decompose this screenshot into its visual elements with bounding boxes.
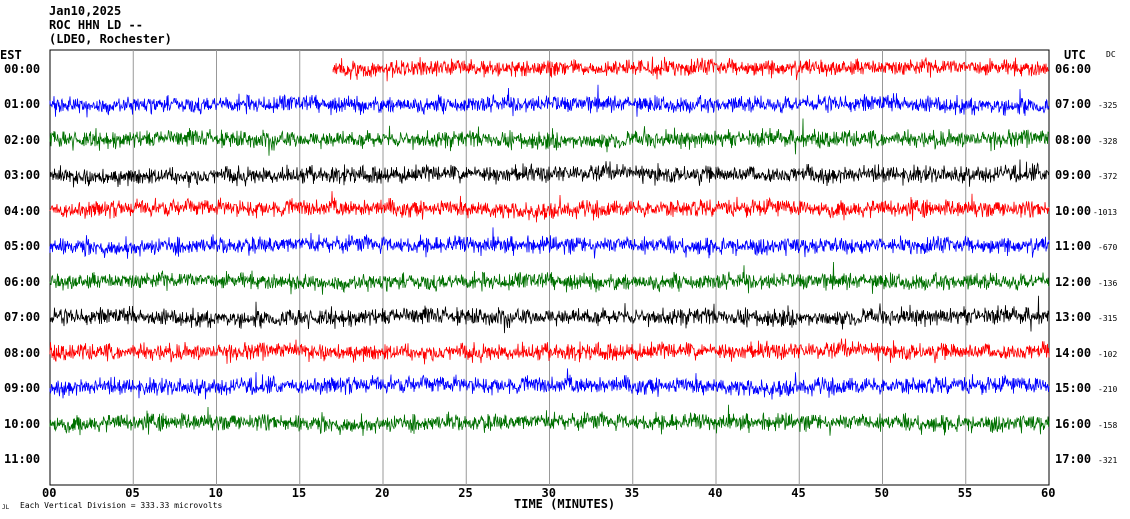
est-hour-label: 05:00 [4, 239, 41, 254]
utc-hour-label: 15:00 [1055, 381, 1092, 396]
dc-offset-value: -670 [1098, 243, 1118, 253]
utc-hour-label: 17:00 [1055, 451, 1092, 466]
utc-hour-label: 08:00 [1055, 132, 1092, 147]
dc-offset-value: -315 [1098, 314, 1118, 324]
trace-line [49, 261, 1050, 295]
x-tick-label: 55 [957, 486, 973, 500]
utc-hour-label: 13:00 [1055, 310, 1092, 325]
est-hour-label: 02:00 [4, 132, 41, 147]
x-tick-label: 40 [708, 486, 723, 500]
est-hour-label: 09:00 [4, 381, 41, 396]
date-label: Jan10,2025 [49, 4, 122, 18]
x-tick-label: 00 [42, 486, 57, 500]
x-tick-label: 50 [874, 486, 889, 500]
x-tick-label: 15 [291, 486, 307, 500]
utc-hour-label: 14:00 [1055, 345, 1092, 360]
x-tick-label: 35 [624, 486, 640, 500]
dc-offset-value: -325 [1098, 101, 1118, 111]
x-tick-label: 45 [791, 486, 806, 500]
dc-offset-value: -1013 [1093, 207, 1118, 217]
dc-offset-value: -328 [1098, 136, 1118, 146]
trace-line [49, 84, 1050, 118]
dc-offset-value: -102 [1098, 349, 1118, 359]
est-hour-label: 07:00 [4, 310, 41, 325]
utc-hour-label: 09:00 [1055, 168, 1092, 183]
utc-hour-label: 16:00 [1055, 416, 1092, 431]
x-tick-label: 25 [458, 486, 473, 500]
network-label: (LDEO, Rochester) [49, 32, 172, 46]
trace-line [49, 368, 1050, 400]
utc-hour-label: 11:00 [1055, 239, 1092, 254]
est-hour-label: 04:00 [4, 203, 41, 218]
station-label: ROC HHN LD -- [49, 18, 143, 32]
dc-offset-value: -210 [1098, 385, 1118, 395]
trace-line [49, 118, 1050, 156]
utc-hour-label: 12:00 [1055, 274, 1092, 289]
trace-line [49, 338, 1050, 365]
x-tick-label: 20 [375, 486, 390, 500]
x-axis-title: TIME (MINUTES) [514, 497, 616, 511]
dc-offset-value: -372 [1098, 172, 1118, 182]
utc-hour-label: 06:00 [1055, 62, 1092, 76]
x-tick-label: 10 [208, 486, 223, 500]
dc-offset-value: -158 [1098, 420, 1118, 430]
utc-hour-label: 10:00 [1055, 203, 1092, 218]
est-hour-label: 08:00 [4, 345, 41, 360]
est-hour-label: 01:00 [4, 97, 41, 112]
trace-line [49, 191, 1050, 223]
trace-line [49, 159, 1050, 188]
est-hour-label: 06:00 [4, 274, 41, 289]
utc-axis-title: UTC [1064, 48, 1086, 62]
est-hour-label: 11:00 [4, 451, 41, 466]
trace-line [49, 404, 1050, 436]
footer-scale: Each Vertical Division = 333.33 microvol… [20, 501, 223, 510]
est-hour-label: 03:00 [4, 168, 41, 183]
x-tick-label: 30 [541, 486, 556, 500]
est-axis-title: EST [0, 48, 22, 62]
utc-hour-label: 07:00 [1055, 97, 1092, 112]
est-hour-label: 00:00 [4, 62, 41, 76]
dc-column-title: DC [1106, 50, 1116, 59]
footer-mark: JL [2, 504, 10, 511]
x-tick-label: 05 [125, 486, 140, 500]
est-hour-label: 10:00 [4, 416, 41, 431]
trace-line [332, 56, 1049, 82]
trace-line [49, 227, 1050, 259]
x-tick-label: 60 [1041, 486, 1056, 500]
trace-line [49, 295, 1050, 334]
dc-offset-value: -136 [1098, 278, 1118, 288]
dc-offset-value: -321 [1098, 455, 1118, 465]
